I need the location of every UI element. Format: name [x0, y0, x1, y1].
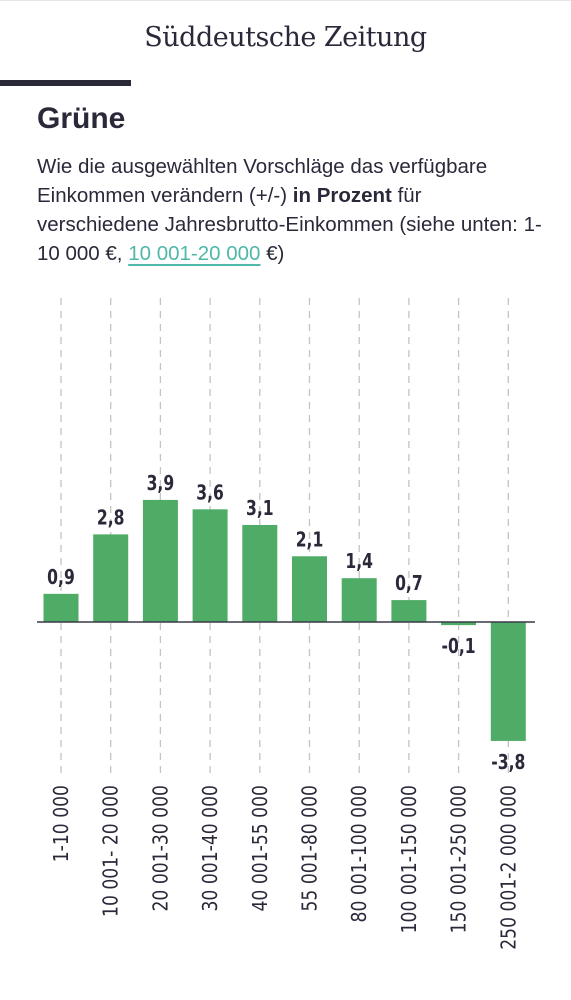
top-divider [0, 0, 571, 1]
bar-2 [93, 534, 129, 622]
bar-6 [292, 556, 327, 622]
value-label: 0,9 [47, 566, 75, 589]
newspaper-logo[interactable]: Süddeutsche Zeitung [144, 22, 427, 53]
value-label: 3,1 [246, 497, 274, 520]
category-label: 80 001-100 000 [349, 785, 372, 922]
bar-4 [192, 509, 228, 622]
category-label: 20 001-30 000 [150, 785, 173, 912]
category-label: 10 001- 20 000 [101, 785, 124, 917]
value-label: 2,8 [97, 507, 125, 530]
subtitle-bold: in Prozent [292, 184, 392, 207]
value-label: -3,8 [491, 751, 525, 774]
category-label: 250 001-2 000 000 [498, 785, 521, 950]
category-label: 30 001-40 000 [200, 785, 223, 912]
chart-subtitle: Wie die ausgewählten Vorschläge das verf… [37, 152, 547, 268]
subtitle-text-3: €) [260, 242, 285, 265]
bar-3 [142, 499, 178, 622]
bar-5 [242, 524, 278, 622]
category-label: 100 001-150 000 [399, 785, 422, 933]
value-label: 3,9 [147, 472, 175, 495]
value-label: 1,4 [345, 550, 373, 573]
bar-7 [341, 578, 377, 622]
category-label: 150 001-250 000 [448, 785, 471, 933]
subtitle-text-2: für verschiedene Jahresbrutto-Einkommen … [37, 184, 542, 265]
income-range-link[interactable]: 10 001-20 000 [128, 242, 261, 265]
value-label: 2,1 [296, 528, 324, 551]
category-label: 55 001-80 000 [299, 785, 322, 912]
value-label: -0,1 [442, 635, 476, 658]
chart-title: Grüne [37, 102, 126, 135]
subtitle-text-1: Wie die ausgewählten Vorschläge das verf… [37, 155, 488, 207]
value-label: 0,7 [395, 572, 423, 595]
category-label: 40 001-55 000 [250, 785, 273, 912]
category-label: 1-10 000 [51, 785, 74, 862]
bar-10 [490, 622, 526, 741]
bar-1 [43, 593, 79, 622]
bar-8 [391, 600, 427, 622]
bar-9 [441, 622, 477, 626]
accent-bar [0, 80, 131, 86]
value-label: 3,6 [196, 481, 224, 504]
